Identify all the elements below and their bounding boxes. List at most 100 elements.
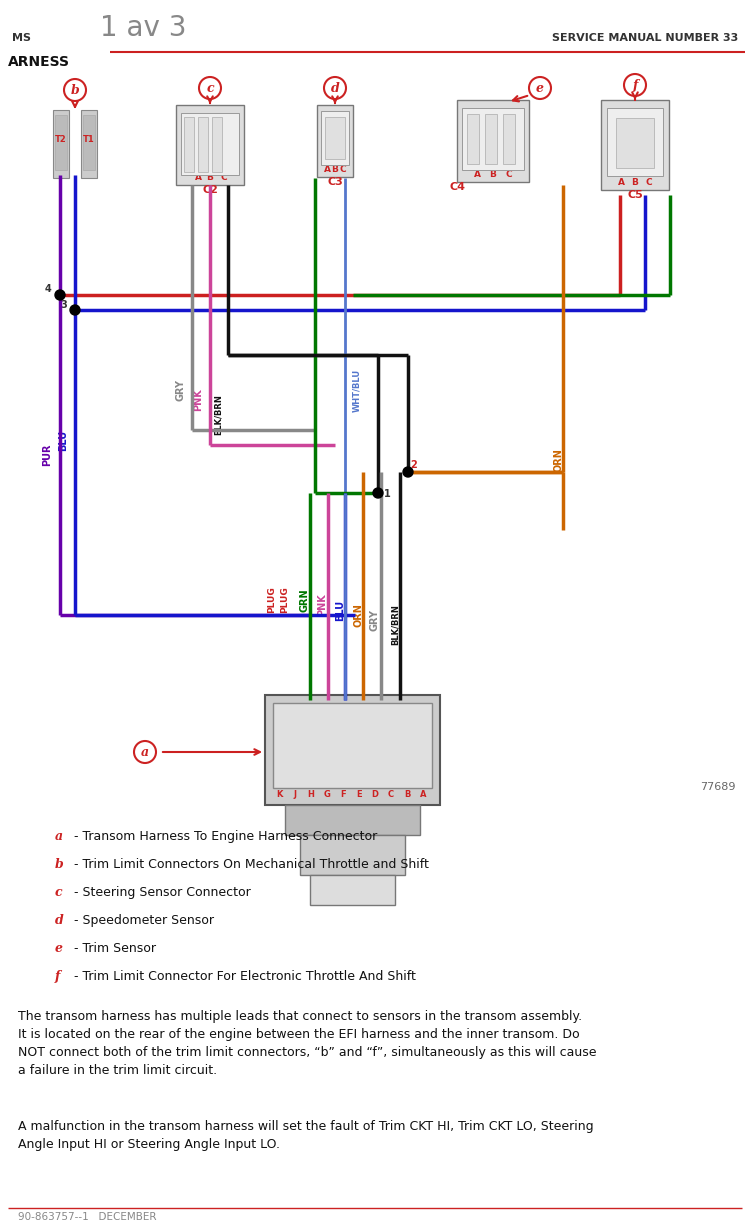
Bar [503,114,515,164]
Text: PLUG: PLUG [280,586,290,613]
Circle shape [55,290,65,300]
Text: GRN: GRN [299,589,309,612]
Text: B: B [632,177,638,187]
Bar [300,835,405,875]
Text: e: e [536,82,544,94]
Text: C: C [646,177,652,187]
Text: The transom harness has multiple leads that connect to sensors in the transom as: The transom harness has multiple leads t… [18,1010,596,1077]
Bar [325,118,345,159]
Circle shape [373,488,383,498]
Text: C4: C4 [449,182,465,192]
Bar [607,108,663,176]
Text: f: f [55,969,60,983]
Text: 2: 2 [410,460,417,470]
Text: ORN: ORN [353,603,363,627]
Bar [457,100,529,182]
Text: GRY: GRY [175,379,185,401]
Text: H: H [308,789,314,799]
Bar [212,118,222,173]
Text: WHT/BLU: WHT/BLU [352,368,362,411]
Text: C: C [220,173,227,182]
Text: PNK: PNK [317,594,327,617]
Text: 1 av 3: 1 av 3 [100,13,187,42]
Text: c: c [55,886,62,898]
Text: 90-863757--1   DECEMBER: 90-863757--1 DECEMBER [18,1212,157,1222]
Bar [265,695,440,805]
Text: BLK/BRN: BLK/BRN [391,605,400,645]
Text: 1: 1 [384,490,391,499]
Text: SERVICE MANUAL NUMBER 33: SERVICE MANUAL NUMBER 33 [552,33,738,43]
Circle shape [199,77,221,99]
Text: ORN: ORN [553,448,563,472]
Text: - Trim Limit Connector For Electronic Throttle And Shift: - Trim Limit Connector For Electronic Th… [70,969,416,983]
Bar [310,875,395,905]
Text: MS: MS [12,33,31,43]
Text: C2: C2 [202,185,218,195]
Bar [467,114,479,164]
Text: A: A [420,789,426,799]
Text: c: c [206,82,214,94]
Text: - Transom Harness To Engine Harness Connector: - Transom Harness To Engine Harness Conn… [70,830,377,843]
Bar [616,118,654,168]
Circle shape [70,305,80,315]
Text: C: C [506,170,512,179]
Text: B: B [206,173,214,182]
Text: BLU: BLU [335,600,345,621]
Text: b: b [70,83,80,97]
Text: a: a [141,745,149,759]
Text: - Speedometer Sensor: - Speedometer Sensor [70,914,214,927]
Bar [285,805,420,835]
Text: 77689: 77689 [700,782,736,792]
Circle shape [529,77,551,99]
Bar [321,111,349,165]
Text: A: A [617,177,625,187]
Circle shape [624,73,646,95]
Text: GRY: GRY [370,610,380,632]
Bar [184,118,194,173]
Text: K: K [276,789,282,799]
Text: PLUG: PLUG [268,586,277,613]
Text: C3: C3 [327,177,343,187]
Text: - Trim Sensor: - Trim Sensor [70,942,156,955]
Text: F: F [340,789,346,799]
Text: T1: T1 [83,136,94,144]
Bar [462,108,524,170]
Text: a: a [55,830,63,843]
Circle shape [403,468,413,477]
Text: 3: 3 [60,300,67,310]
Text: - Trim Limit Connectors On Mechanical Throttle and Shift: - Trim Limit Connectors On Mechanical Th… [70,858,429,871]
Text: d: d [331,82,339,94]
Text: C: C [340,165,346,174]
Text: PNK: PNK [193,389,203,411]
Text: BLU: BLU [58,430,68,450]
Text: e: e [55,942,63,955]
Text: 4: 4 [45,284,52,294]
Bar [198,118,208,173]
Text: b: b [55,858,64,871]
Text: B: B [332,165,338,174]
Bar [55,115,67,170]
Text: PUR: PUR [42,444,52,466]
Bar [53,110,69,177]
Text: C5: C5 [627,190,643,200]
Text: E: E [356,789,362,799]
Circle shape [134,741,156,763]
Bar [181,113,239,175]
Text: B: B [404,789,410,799]
Text: - Steering Sensor Connector: - Steering Sensor Connector [70,886,251,898]
Text: A: A [473,170,481,179]
Circle shape [64,80,86,102]
Text: D: D [371,789,379,799]
Text: J: J [293,789,296,799]
Bar [273,703,432,788]
Text: B: B [490,170,496,179]
Text: d: d [55,914,64,927]
Bar [81,110,97,177]
Text: A: A [323,165,331,174]
Bar [83,115,95,170]
Circle shape [324,77,346,99]
Text: ARNESS: ARNESS [8,55,70,69]
Bar [601,100,669,190]
Bar [485,114,497,164]
Text: G: G [323,789,331,799]
